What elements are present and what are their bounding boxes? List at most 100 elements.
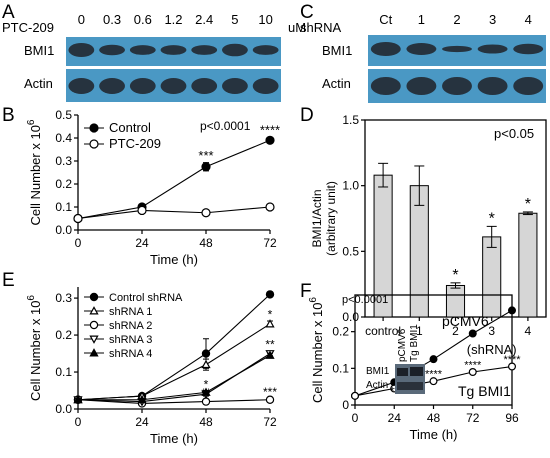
panel-a: A PTC-209 0 0.3 0.6 1.2 2.4 5 10 uM BMI1 Actin	[2, 2, 306, 102]
significance-label: ***	[263, 385, 277, 399]
significance-star: *	[525, 196, 531, 213]
panel-a-band	[252, 45, 279, 55]
legend-marker	[89, 306, 99, 315]
panel-a-band	[191, 45, 218, 55]
x-tick-label: 0	[352, 411, 359, 425]
panel-c-band	[477, 77, 508, 95]
panel-a-band	[68, 78, 95, 94]
y-axis-label-exponent: 6	[26, 119, 37, 125]
lane-label: 3	[489, 12, 496, 27]
x-tick-label: control	[365, 324, 401, 338]
panel-c-band	[406, 77, 437, 95]
data-point	[201, 208, 211, 218]
dose-label: 5	[231, 12, 238, 27]
data-point	[429, 355, 438, 364]
x-tick-label: 72	[263, 415, 277, 429]
y-tick-label: 1.5	[342, 113, 359, 127]
data-point	[265, 202, 275, 212]
significance-star: *	[452, 267, 458, 284]
y-tick-label: 0	[342, 398, 349, 412]
x-tick-label: 0	[75, 415, 82, 429]
panel-f-inset-band-bmi1-1	[397, 368, 408, 376]
x-tick-label: 48	[199, 236, 213, 250]
panel-letter: D	[300, 105, 314, 126]
series-line	[77, 206, 271, 220]
x-tick-label: 24	[135, 236, 149, 250]
data-point	[73, 394, 83, 404]
x-axis-label: (shRNA)	[467, 342, 517, 357]
panel-c: C shRNA Ct 1 2 3 4 BMI1 Actin	[300, 2, 546, 103]
y-tick-label: 0.0	[55, 223, 72, 237]
panel-a-row-label-actin: Actin	[24, 76, 53, 91]
legend-label: Control	[109, 120, 151, 135]
legend-label: PTC-209	[109, 136, 161, 151]
series-line	[78, 354, 271, 401]
y-axis-label: Cell Number x 106	[308, 297, 325, 403]
panel-c-bands	[370, 42, 544, 95]
dose-label: 1.2	[164, 12, 182, 27]
series-line	[77, 353, 271, 403]
data-point	[265, 135, 275, 145]
panel-a-band	[252, 78, 279, 94]
legend-marker	[89, 292, 99, 302]
panel-e-chart: E 0.0 0.1 0.2 0.3 0 24 48 72 Time (h) Cell Number …	[2, 270, 277, 446]
data-point	[265, 319, 275, 328]
panel-letter: F	[300, 281, 312, 302]
x-tick-label: 72	[263, 236, 277, 250]
panel-d-chart: D 0.0 0.5 1.0 1.5 control 1 2 * 3 * 4 * (shRNA) BMI1/A…	[300, 105, 547, 357]
significance-label: *	[204, 378, 209, 392]
y-axis-label: BMI1/Actin	[310, 189, 324, 247]
y-tick-label: 0.0	[55, 402, 72, 416]
x-tick-label: 3	[488, 324, 495, 338]
significance-label: *	[268, 307, 273, 321]
x-tick-label: 24	[135, 415, 149, 429]
data-point	[351, 391, 360, 400]
dose-label: 2.4	[195, 12, 213, 27]
panel-a-band	[68, 43, 95, 57]
series-label: pCMV6	[442, 313, 489, 329]
data-point	[468, 329, 477, 338]
significance-label: **	[201, 386, 211, 400]
panel-a-band	[160, 78, 187, 94]
series-line	[77, 323, 271, 401]
panel-a-band	[222, 78, 248, 94]
data-point	[265, 290, 275, 299]
panel-a-unit: uM	[288, 20, 306, 35]
lane-label: 4	[525, 12, 532, 27]
y-axis-label: Cell Number x 106	[26, 295, 43, 401]
panel-f-inset-row-label-actin: Actin	[366, 380, 388, 391]
data-point	[137, 205, 147, 216]
panel-a-band	[99, 44, 125, 56]
panel-c-band	[513, 77, 544, 95]
y-axis-label-unit: (arbitrary unit)	[324, 181, 338, 256]
data-point	[201, 162, 211, 172]
panel-a-band	[129, 45, 156, 55]
panel-f-inset-row-label-bmi1: BMI1	[366, 366, 390, 377]
y-tick-label: 0.2	[55, 177, 72, 191]
lane-label: 2	[453, 12, 460, 27]
panel-a-band	[99, 78, 125, 94]
series-line	[77, 139, 271, 220]
p-value-annotation: p<0.0001	[200, 119, 251, 133]
panel-c-band	[370, 77, 401, 95]
legend-label: shRNA 3	[109, 334, 152, 346]
panel-f-inset-lane-label-pcmv6: pCMV6	[397, 328, 408, 362]
x-axis-label: Time (h)	[410, 427, 458, 442]
legend-marker	[89, 139, 99, 149]
x-axis-label: Time (h)	[150, 431, 198, 446]
data-point	[201, 359, 211, 369]
panel-a-bands	[68, 43, 279, 94]
legend-label: shRNA 4	[109, 348, 152, 360]
x-tick-label: 48	[427, 411, 441, 425]
y-axis-label: Cell Number x 106	[26, 119, 43, 225]
legend-label: shRNA 2	[109, 320, 152, 332]
panel-c-band	[370, 42, 401, 56]
x-tick-label: 96	[505, 411, 519, 425]
y-tick-label: 0.2	[55, 328, 72, 342]
significance-star: *	[489, 210, 495, 227]
panel-a-treatment-label: PTC-209	[2, 20, 54, 35]
series-label: Tg BMI1	[458, 383, 511, 399]
lane-label: Ct	[379, 12, 392, 27]
panel-c-band	[442, 45, 472, 53]
